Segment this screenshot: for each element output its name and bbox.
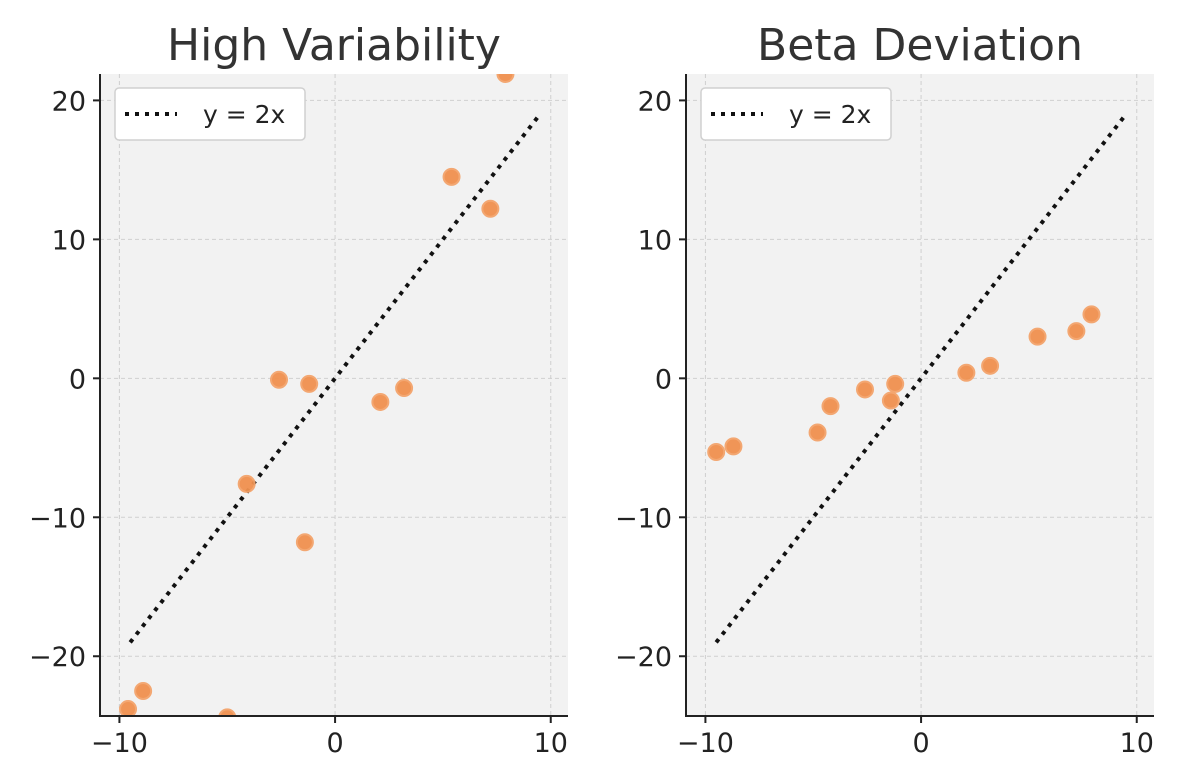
scatter-point-1: [724, 437, 743, 456]
legend-box: [700, 87, 892, 141]
legend-box: [114, 87, 306, 141]
y-tick-label-1: −10: [29, 503, 86, 534]
scatter-point-2: [218, 708, 237, 716]
y-tick-label-0: −20: [29, 642, 86, 673]
y-tick-label-4: 20: [52, 86, 86, 117]
x-tick-label-2: 10: [534, 728, 568, 759]
scatter-point-7: [957, 363, 976, 382]
legend-label: y = 2x: [789, 100, 871, 129]
scatter-point-11: [1082, 305, 1101, 324]
plot-background: [686, 74, 1154, 716]
scatter-point-10: [1067, 322, 1086, 341]
scatter-point-0: [119, 700, 138, 716]
scatter-point-3: [821, 397, 840, 416]
chart-title: High Variability: [167, 20, 501, 71]
reference-line: [714, 113, 1128, 644]
scatter-point-3: [237, 474, 256, 493]
scatter-point-9: [1028, 327, 1047, 346]
scatter-point-2: [808, 423, 827, 442]
chart-panel-beta-deviation: −10 0 10 −20 −10 0 10 20 Beta Deviation y = 2x: [615, 20, 1154, 759]
scatter-point-10: [481, 199, 500, 218]
reference-line: [128, 113, 542, 644]
plot-background: [100, 74, 568, 716]
scatter-point-9: [442, 167, 461, 186]
legend: y = 2x: [700, 87, 892, 141]
y-tick-label-3: 10: [52, 225, 86, 256]
x-tick-label-1: 0: [912, 728, 929, 759]
chart-panel-high-variability: −10 0 10 −20 −10 0 10 20 High Variability y = 2x: [29, 20, 568, 759]
scatter-point-11: [496, 74, 515, 83]
y-tick-label-1: −10: [615, 503, 672, 534]
scatter-point-8: [395, 379, 414, 398]
scatter-points: [707, 305, 1101, 461]
y-tick-label-4: 20: [638, 86, 672, 117]
scatter-point-6: [300, 374, 319, 393]
x-tick-label-1: 0: [326, 728, 343, 759]
y-tick-label-2: 0: [69, 364, 86, 395]
legend-label: y = 2x: [203, 100, 285, 129]
scatter-point-5: [295, 533, 314, 552]
scatter-point-6: [886, 374, 905, 393]
x-tick-label-0: −10: [91, 728, 148, 759]
y-tick-label-0: −20: [615, 642, 672, 673]
y-tick-label-2: 0: [655, 364, 672, 395]
scatter-points: [119, 74, 515, 716]
scatter-point-0: [707, 442, 726, 461]
legend: y = 2x: [114, 87, 306, 141]
scatter-point-8: [981, 356, 1000, 375]
chart-title: Beta Deviation: [757, 20, 1083, 71]
scatter-point-1: [134, 681, 153, 700]
scatter-point-4: [856, 380, 875, 399]
y-tick-label-3: 10: [638, 225, 672, 256]
scatter-point-5: [881, 391, 900, 410]
scatter-point-7: [371, 392, 390, 411]
x-tick-label-0: −10: [677, 728, 734, 759]
x-tick-label-2: 10: [1120, 728, 1154, 759]
scatter-point-4: [270, 370, 289, 389]
